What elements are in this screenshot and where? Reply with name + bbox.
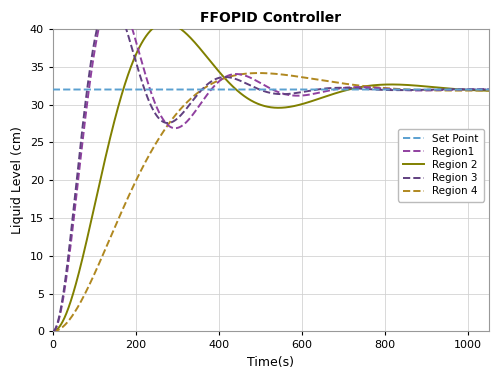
Region 3 — [327, 86, 333, 90]
Region1 — [396, 87, 402, 92]
Region 4 — [50, 329, 56, 334]
Region 3 — [50, 329, 56, 334]
X-axis label: Time(s): Time(s) — [248, 356, 294, 369]
Region1 — [308, 92, 314, 97]
Region 2 — [308, 99, 314, 104]
Region 4 — [486, 88, 492, 93]
Region 2 — [208, 59, 214, 64]
Line: Region1: Region1 — [53, 0, 489, 331]
Region 2 — [50, 329, 56, 334]
Region1 — [50, 329, 56, 334]
Set Point — [486, 87, 492, 92]
Set Point — [396, 87, 402, 92]
Region 2 — [396, 82, 402, 87]
Region1 — [72, 208, 78, 212]
Set Point — [373, 87, 379, 92]
Set Point — [327, 87, 333, 92]
Region 4 — [373, 85, 379, 90]
Region1 — [486, 87, 492, 92]
Line: Region 4: Region 4 — [53, 73, 489, 331]
Region 3 — [396, 88, 402, 92]
Region 3 — [373, 87, 379, 92]
Set Point — [308, 87, 314, 92]
Region 4 — [308, 76, 314, 81]
Region1 — [327, 88, 333, 92]
Region 4 — [72, 310, 78, 314]
Region 2 — [72, 286, 78, 290]
Region 3 — [108, 0, 114, 2]
Set Point — [208, 87, 214, 92]
Y-axis label: Liquid Level (cm): Liquid Level (cm) — [11, 126, 24, 234]
Region 3 — [486, 87, 492, 92]
Line: Region 2: Region 2 — [53, 23, 489, 331]
Region 4 — [327, 79, 333, 84]
Region 2 — [486, 89, 492, 93]
Set Point — [72, 87, 78, 92]
Region1 — [208, 88, 214, 92]
Region1 — [373, 86, 379, 90]
Region 2 — [162, 21, 168, 25]
Legend: Set Point, Region1, Region 2, Region 3, Region 4: Set Point, Region1, Region 2, Region 3, … — [398, 128, 484, 201]
Region 4 — [208, 82, 214, 87]
Region 3 — [208, 79, 214, 84]
Region 3 — [308, 88, 314, 93]
Line: Region 3: Region 3 — [53, 0, 489, 331]
Region 3 — [72, 196, 78, 201]
Region 4 — [256, 71, 262, 75]
Title: FFOPID Controller: FFOPID Controller — [200, 11, 342, 25]
Region 4 — [396, 87, 402, 91]
Region 2 — [373, 83, 379, 87]
Region 2 — [327, 93, 333, 97]
Set Point — [50, 87, 56, 92]
